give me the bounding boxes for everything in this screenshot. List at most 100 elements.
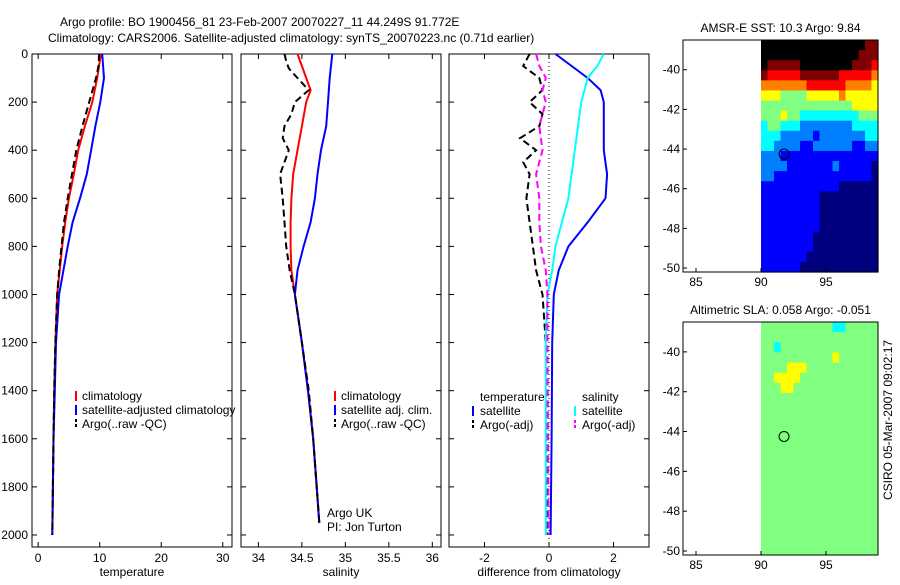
heatmap-cell [793, 120, 801, 132]
heatmap-cell [774, 90, 782, 102]
heatmap-cell [813, 392, 821, 404]
heatmap-cell [813, 403, 821, 414]
heatmap-cell [871, 70, 879, 81]
heatmap-cell [852, 251, 860, 263]
heatmap-cell [787, 453, 795, 465]
heatmap-cell [767, 372, 775, 384]
heatmap-cell [852, 332, 860, 343]
difference-x-tick-label: 2 [610, 551, 617, 565]
heatmap-cell [780, 433, 788, 445]
heatmap-cell [806, 261, 814, 273]
legend-entry: satellite-adjusted climatology [82, 403, 235, 417]
heatmap-cell [819, 231, 827, 243]
heatmap-cell [800, 322, 808, 333]
heatmap-cell [761, 120, 769, 132]
heatmap-cell [826, 221, 834, 233]
heatmap-cell [787, 423, 795, 435]
heatmap-cell [780, 50, 788, 61]
heatmap-cell [761, 201, 769, 213]
heatmap-cell [852, 90, 860, 102]
heatmap-cell [858, 494, 866, 505]
heatmap-cell [826, 171, 834, 182]
sla-map-cells [761, 322, 879, 556]
heatmap-cell [767, 241, 775, 253]
heatmap-cell [767, 433, 775, 445]
heatmap-cell [819, 443, 827, 455]
series-temperature-argo-raw-qc- [51, 53, 101, 536]
heatmap-cell [826, 494, 834, 505]
heatmap-cell [845, 261, 853, 273]
heatmap-cell [865, 70, 873, 81]
heatmap-cell [761, 382, 769, 394]
heatmap-cell [793, 413, 801, 424]
heatmap-cell [832, 150, 840, 162]
heatmap-cell [852, 50, 860, 61]
heatmap-cell [767, 494, 775, 505]
heatmap-cell [826, 201, 834, 213]
heatmap-cell [800, 352, 808, 364]
heatmap-cell [845, 150, 853, 162]
heatmap-cell [826, 382, 834, 394]
heatmap-cell [865, 181, 873, 192]
heatmap-cell [813, 201, 821, 213]
heatmap-cell [813, 433, 821, 445]
heatmap-cell [839, 473, 847, 485]
heatmap-cell [761, 181, 769, 192]
heatmap-cell [806, 50, 814, 61]
heatmap-cell [839, 544, 847, 556]
heatmap-cell [813, 221, 821, 233]
heatmap-cell [813, 372, 821, 384]
heatmap-cell [819, 221, 827, 233]
heatmap-cell [787, 60, 795, 71]
heatmap-cell [852, 60, 860, 71]
heatmap-cell [813, 231, 821, 243]
heatmap-cell [761, 241, 769, 253]
heatmap-cell [780, 534, 788, 546]
heatmap-cell [793, 453, 801, 465]
heatmap-cell [832, 110, 840, 122]
heatmap-cell [852, 211, 860, 223]
heatmap-cell [767, 382, 775, 394]
heatmap-cell [832, 181, 840, 192]
heatmap-cell [819, 362, 827, 374]
legend-entry: Argo(-adj) [582, 418, 635, 432]
heatmap-cell [858, 181, 866, 192]
heatmap-cell [761, 50, 769, 61]
heatmap-cell [774, 201, 782, 213]
heatmap-cell [787, 251, 795, 263]
heatmap-cell [813, 181, 821, 192]
heatmap-cell [852, 392, 860, 404]
heatmap-cell [871, 221, 879, 233]
heatmap-cell [787, 40, 795, 51]
heatmap-cell [839, 120, 847, 132]
heatmap-cell [793, 342, 801, 353]
heatmap-cell [845, 362, 853, 374]
heatmap-cell [845, 372, 853, 384]
heatmap-cell [767, 524, 775, 536]
heatmap-cell [767, 332, 775, 343]
depth-tick-label: 200 [8, 95, 28, 109]
sla-map-title: Altimetric SLA: 0.058 Argo: -0.051 [690, 303, 871, 317]
heatmap-cell [800, 120, 808, 132]
heatmap-cell [819, 403, 827, 414]
heatmap-cell [767, 211, 775, 223]
heatmap-cell [774, 372, 782, 384]
heatmap-cell [787, 130, 795, 142]
heatmap-cell [832, 100, 840, 112]
heatmap-cell [858, 110, 866, 122]
heatmap-cell [819, 534, 827, 546]
heatmap-cell [774, 342, 782, 353]
heatmap-cell [813, 504, 821, 516]
heatmap-cell [774, 60, 782, 71]
heatmap-cell [819, 241, 827, 253]
heatmap-cell [800, 342, 808, 353]
heatmap-cell [800, 484, 808, 495]
heatmap-cell [806, 382, 814, 394]
heatmap-cell [839, 130, 847, 142]
heatmap-cell [780, 413, 788, 424]
heatmap-cell [793, 60, 801, 71]
heatmap-cell [858, 90, 866, 102]
heatmap-cell [787, 433, 795, 445]
sst-map-frame [682, 39, 879, 273]
heatmap-cell [774, 463, 782, 475]
